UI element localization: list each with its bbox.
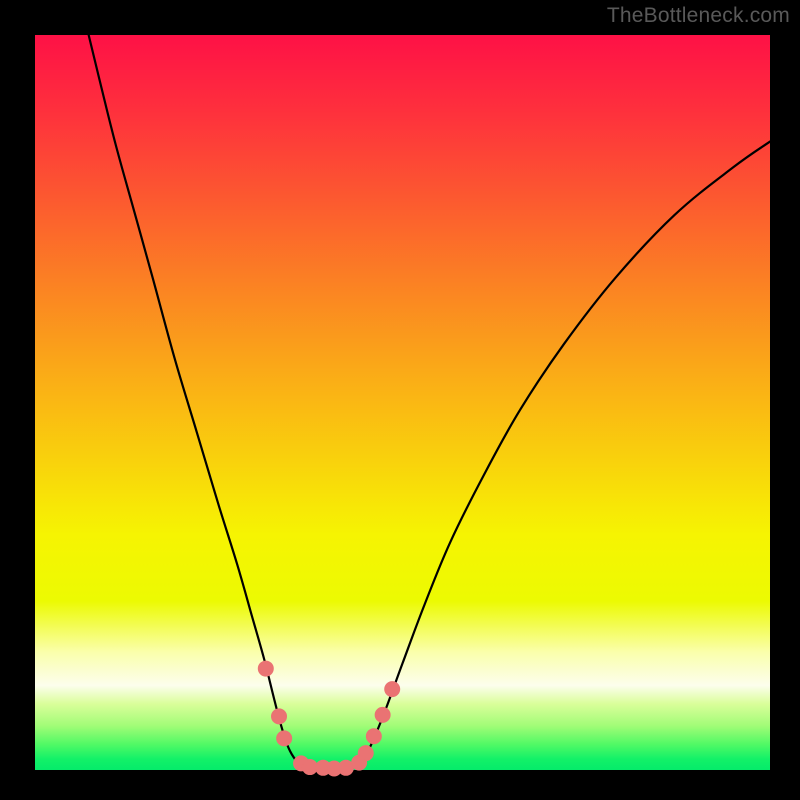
data-marker [358, 746, 373, 761]
chart-svg [0, 0, 800, 800]
watermark-text: TheBottleneck.com [607, 4, 790, 28]
data-marker [366, 729, 381, 744]
data-marker [277, 731, 292, 746]
data-marker [272, 709, 287, 724]
bottleneck-curve [89, 35, 770, 769]
data-marker [302, 760, 317, 775]
data-marker [375, 707, 390, 722]
data-marker [385, 682, 400, 697]
data-marker [258, 661, 273, 676]
